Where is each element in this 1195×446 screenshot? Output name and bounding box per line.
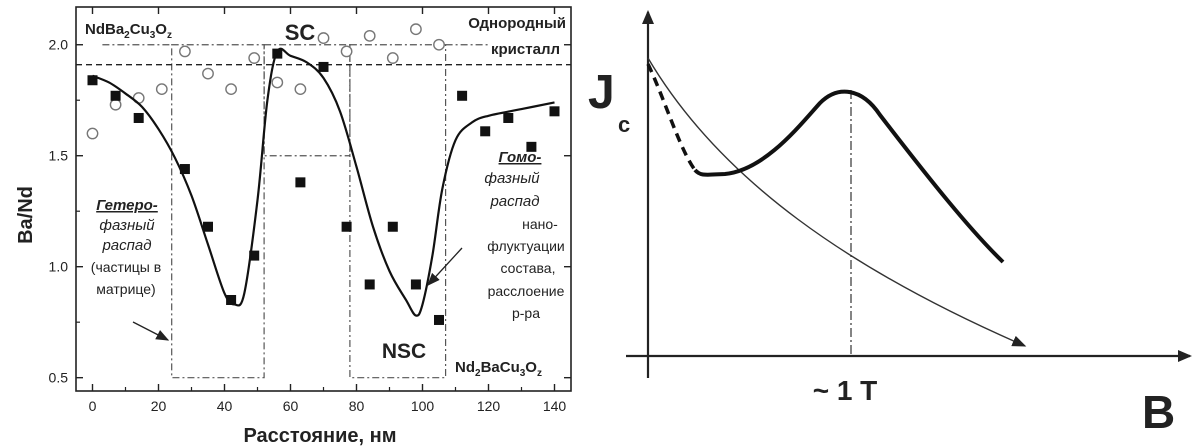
x-tick-label: 100 [411,398,435,414]
open-circle-point [386,52,399,64]
open-circle-point [317,32,330,44]
filled-square-point [318,61,329,72]
open-circle-point [363,29,376,42]
annotation-homo-arrow [427,247,463,286]
anno-cu: Cu [130,21,150,38]
filled-square-point [203,221,213,232]
annotation-homo-5: флуктуации [487,238,565,254]
axis-ticks: 0 20 40 60 80 100 120 140 0.5 1.0 1.5 2.0 [49,7,571,414]
right-panel-schematic: J c B ~ 1 T [588,10,1192,438]
annotation-ndba2cu3oz: NdBa2Cu3Oz [85,21,172,41]
anno-bacu: BaCu [481,359,520,376]
annotation-homo-6: состава, [501,260,556,276]
anno-ndba: NdBa [85,21,125,38]
open-circle-point [248,52,261,64]
annotation-homo-1: Гомо- [499,149,542,166]
open-circle-point [178,45,191,58]
annotation-homo-4: нано- [522,216,558,232]
open-circle-point [86,127,99,140]
anno-nd-o: O [525,359,537,376]
anno-nd-subz: z [537,368,542,379]
jc-label-sub: c [618,112,630,137]
peak-effect-curve [693,89,1005,264]
x-tick-label: 40 [217,398,233,414]
anno-nd: Nd [455,359,475,376]
regions-and-reference [76,44,571,379]
anno-subz: z [167,30,172,41]
annotation-homogeneous-1: Однородный [468,15,566,32]
open-circle-point [340,45,353,58]
anno-sub1: 2 [124,30,130,41]
filled-square-point [226,294,237,305]
annotation-hetero-3: распад [101,237,151,254]
jc-label-j: J [588,66,615,119]
y-tick-label: 2.0 [49,37,69,53]
filled-square-point [341,221,352,232]
filled-square-point [110,90,121,101]
annotation-sc: SC [285,20,316,45]
x-tick-label: 80 [349,398,365,414]
filled-square-point [457,90,468,101]
filled-square-point [434,314,444,325]
annotation-nd2bacu3oz: Nd2BaCu3Oz [455,359,542,379]
filled-square-point [410,279,421,290]
open-circle-point [433,38,445,51]
y-tick-label: 1.5 [49,148,69,164]
x-tick-label: 140 [543,398,567,414]
filled-square-point [133,112,144,123]
anno-nd-sub2: 3 [520,368,526,379]
open-circle-point [109,98,122,111]
annotation-hetero-arrow [132,321,170,341]
open-circle-point [409,23,422,36]
open-circle-point [271,76,284,89]
data-series [86,23,560,325]
x-tick-label: 0 [89,398,97,414]
annotation-homogeneous-2: кристалл [491,41,560,58]
annotation-hetero-2: фазный [99,217,155,234]
filled-square-point [295,177,306,188]
filled-square-point [503,112,514,123]
filled-square-point [480,126,491,137]
anno-o: O [155,21,167,38]
b-axis-label: B [1142,386,1175,438]
open-circle-point [202,67,214,80]
filled-square-point [179,164,190,175]
filled-square-point [87,75,98,86]
phase-region-3 [349,44,447,379]
x-tick-label: 120 [477,398,501,414]
annotation-hetero-5: матрице) [96,281,155,297]
open-circle-point [225,83,238,96]
annotation-homo-8: р-ра [512,305,540,321]
anno-nd-sub1: 2 [475,368,481,379]
annotation-homo-2: фазный [484,170,540,187]
open-circle-point [155,83,168,96]
fit-curve [92,47,555,317]
open-circle-point [294,83,307,96]
left-panel-plot: 0 20 40 60 80 100 120 140 0.5 1.0 1.5 2.0 Расстояни… [15,6,572,446]
phase-region-1 [171,44,265,379]
filled-square-point [364,279,375,290]
x-tick-label: 20 [151,398,167,414]
filled-square-point [249,250,260,261]
anno-sub2: 3 [150,30,156,41]
filled-square-point [387,221,398,232]
x-axis-label: Расстояние, нм [243,425,396,446]
thin-decay-curve [647,57,1027,347]
dashed-initial-curve [646,63,697,172]
annotation-homo-7: расслоение [488,283,565,299]
one-tesla-label: ~ 1 T [813,375,878,406]
annotation-homo-3: распад [489,193,539,210]
annotation-hetero-4: (частицы в [91,259,161,275]
annotation-hetero-1: Гетеро- [96,197,158,214]
filled-square-point [549,106,560,117]
x-tick-label: 60 [283,398,299,414]
filled-square-point [526,141,537,152]
y-tick-label: 0.5 [49,370,69,386]
y-axis-label: Ba/Nd [15,186,37,244]
annotation-nsc: NSC [382,340,426,363]
y-tick-label: 1.0 [49,259,69,275]
